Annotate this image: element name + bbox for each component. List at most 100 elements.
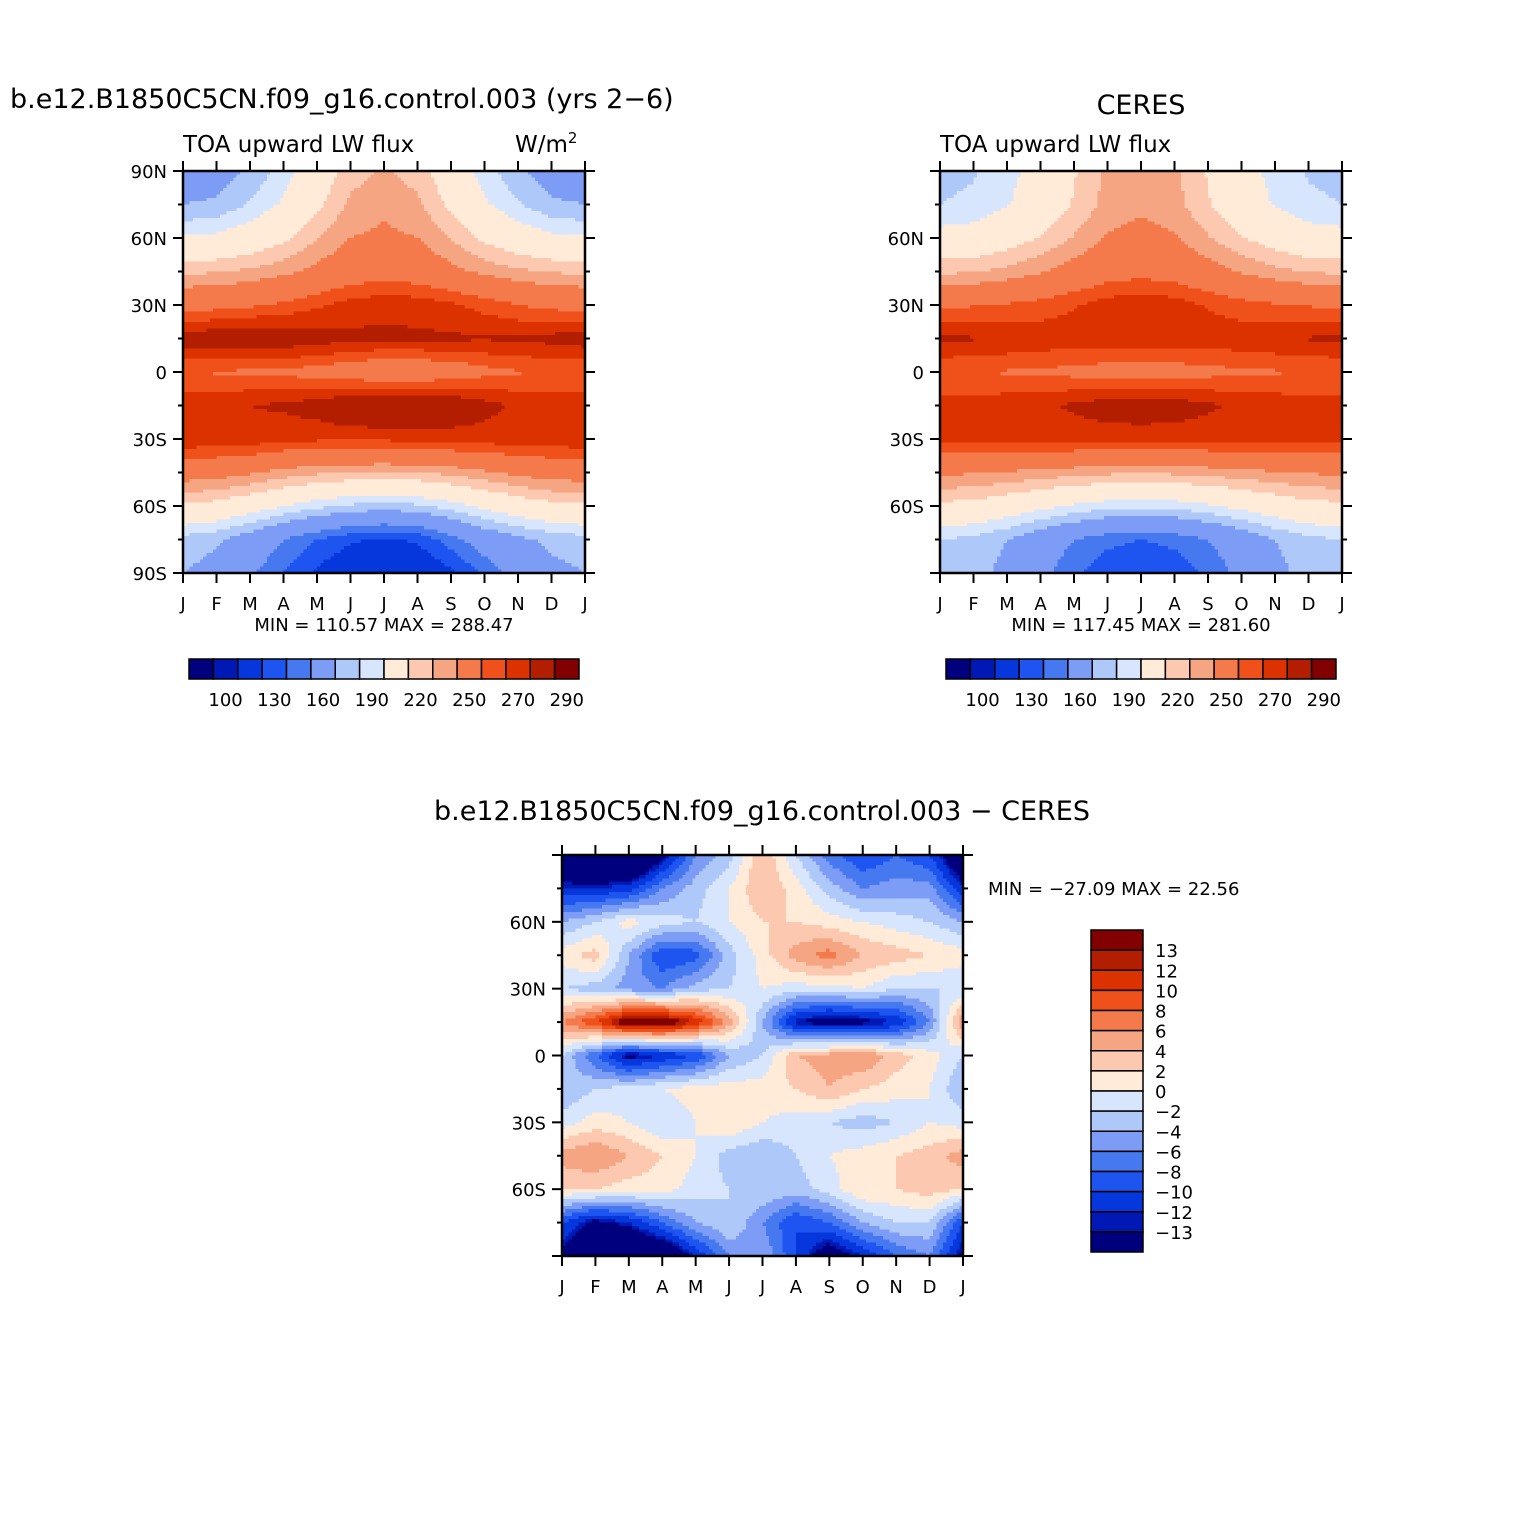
- model-cell: [193, 244, 197, 249]
- model-cell: [357, 211, 361, 215]
- model-cell: [270, 254, 274, 259]
- model-cell: [360, 221, 365, 225]
- model-cell: [270, 211, 274, 215]
- model-cell: [236, 318, 241, 322]
- model-cell: [534, 181, 539, 185]
- model-cell: [578, 258, 582, 262]
- model-cell: [280, 261, 284, 265]
- model-cell: [216, 187, 221, 192]
- model-cell: [270, 217, 274, 222]
- model-cell: [568, 204, 572, 209]
- model-cell: [290, 234, 294, 239]
- model-cell: [568, 171, 572, 175]
- model-cell: [551, 258, 556, 262]
- model-cell: [548, 231, 552, 235]
- model-cell: [196, 291, 200, 296]
- model-cell: [260, 298, 264, 302]
- model-cell: [484, 181, 489, 185]
- model-cell: [390, 194, 395, 198]
- model-cell: [501, 204, 505, 209]
- model-cell: [239, 171, 244, 175]
- model-cell: [581, 284, 585, 289]
- model-cell: [327, 264, 331, 269]
- model-cell: [293, 248, 298, 252]
- model-cell: [203, 177, 207, 182]
- model-cell: [444, 217, 448, 222]
- model-cell: [501, 238, 505, 242]
- model-cell: [461, 258, 465, 262]
- model-cell: [397, 194, 401, 198]
- model-cell: [367, 241, 371, 245]
- model-cell: [313, 248, 318, 252]
- model-cell: [394, 294, 398, 299]
- model-cell: [467, 281, 472, 286]
- model-cell: [514, 291, 519, 296]
- model-cell: [333, 177, 338, 182]
- model-cell: [400, 298, 405, 302]
- model-cell: [467, 224, 472, 229]
- model-cell: [494, 177, 499, 182]
- model-cell: [226, 258, 231, 262]
- model-cell: [360, 201, 365, 205]
- model-cell: [253, 258, 257, 262]
- model-cell: [541, 244, 545, 249]
- model-cell: [353, 274, 358, 279]
- model-cell: [317, 184, 321, 188]
- model-cell: [491, 261, 495, 265]
- model-cell: [193, 318, 197, 322]
- model-cell: [263, 298, 267, 302]
- model-cell: [581, 244, 585, 249]
- model-cell: [250, 261, 254, 265]
- model-cell: [420, 191, 425, 195]
- model-cell: [461, 221, 465, 225]
- model-cell: [310, 251, 314, 255]
- model-cell: [199, 217, 204, 222]
- model-cell: [528, 284, 532, 289]
- model-cell: [511, 201, 515, 205]
- model-cell: [481, 174, 485, 178]
- model-cell: [293, 284, 298, 289]
- model-cell: [514, 177, 519, 182]
- model-cell: [507, 214, 512, 219]
- model-cell: [280, 278, 284, 282]
- model-cell: [183, 214, 187, 219]
- model-cell: [558, 221, 562, 225]
- model-cell: [370, 244, 375, 249]
- model-cell: [564, 254, 569, 259]
- model-cell: [564, 284, 569, 289]
- model-cell: [337, 174, 341, 178]
- model-cell: [454, 231, 458, 235]
- model-cell: [491, 264, 495, 269]
- model-cell: [363, 258, 368, 262]
- model-cell: [504, 217, 509, 222]
- model-cell: [558, 227, 562, 232]
- model-cell: [507, 174, 512, 178]
- model-cell: [447, 227, 452, 232]
- model-cell: [538, 181, 542, 185]
- model-cell: [437, 291, 442, 296]
- model-cell: [484, 238, 489, 242]
- model-cell: [581, 301, 585, 306]
- model-cell: [394, 241, 398, 245]
- model-cell: [487, 258, 492, 262]
- model-cell: [407, 261, 411, 265]
- model-cell: [534, 214, 539, 219]
- model-cell: [447, 291, 452, 296]
- model-cell: [434, 288, 438, 292]
- model-cell: [203, 204, 207, 209]
- model-cell: [444, 184, 448, 188]
- model-cell: [481, 177, 485, 182]
- model-cell: [273, 174, 277, 178]
- model-cell: [306, 197, 311, 202]
- model-cell: [380, 217, 385, 222]
- model-cell: [263, 301, 267, 306]
- model-cell: [474, 234, 478, 239]
- model-cell: [487, 217, 492, 222]
- model-cell: [574, 238, 579, 242]
- model-cell: [206, 231, 210, 235]
- model-cell: [424, 254, 428, 259]
- model-cell: [236, 248, 241, 252]
- model-cell: [317, 174, 321, 178]
- model-cell: [548, 241, 552, 245]
- model-cell: [203, 331, 207, 336]
